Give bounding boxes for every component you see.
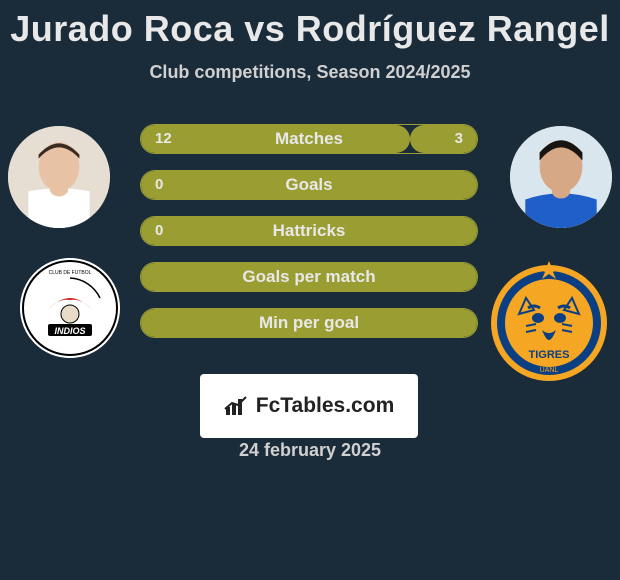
stat-label: Goals per match	[141, 263, 477, 291]
stat-label: Matches	[141, 125, 477, 153]
stat-value-left: 0	[155, 171, 163, 199]
svg-text:UANL: UANL	[540, 367, 559, 374]
stat-row-goals: Goals0	[140, 170, 478, 200]
brand-badge: FcTables.com	[200, 374, 418, 438]
svg-text:TIGRES: TIGRES	[529, 349, 570, 361]
stat-row-goals-per-match: Goals per match	[140, 262, 478, 292]
svg-text:CLUB DE FUTBOL: CLUB DE FUTBOL	[49, 270, 92, 276]
stat-row-hattricks: Hattricks0	[140, 216, 478, 246]
stat-row-matches: Matches12 3	[140, 124, 478, 154]
page-title: Jurado Roca vs Rodríguez Rangel	[0, 0, 620, 50]
stat-label: Goals	[141, 171, 477, 199]
stat-label: Min per goal	[141, 309, 477, 337]
svg-text:INDIOS: INDIOS	[54, 326, 85, 336]
brand-text: FcTables.com	[256, 394, 395, 418]
player-photo-left	[8, 126, 110, 228]
stats-block: Matches123Goals0Hattricks0Goals per matc…	[140, 124, 478, 354]
stat-value-left: 0	[155, 217, 163, 245]
stat-row-min-per-goal: Min per goal	[140, 308, 478, 338]
club-logo-left: INDIOS CLUB DE FUTBOL	[20, 258, 120, 358]
stat-value-right: 3	[455, 125, 463, 153]
stat-value-left: 12	[155, 125, 172, 153]
club-logo-right: TIGRES UANL	[486, 258, 612, 384]
stat-label: Hattricks	[141, 217, 477, 245]
date-text: 24 february 2025	[0, 440, 620, 461]
subtitle: Club competitions, Season 2024/2025	[0, 62, 620, 83]
bar-chart-icon	[224, 395, 250, 417]
player-photo-right	[510, 126, 612, 228]
